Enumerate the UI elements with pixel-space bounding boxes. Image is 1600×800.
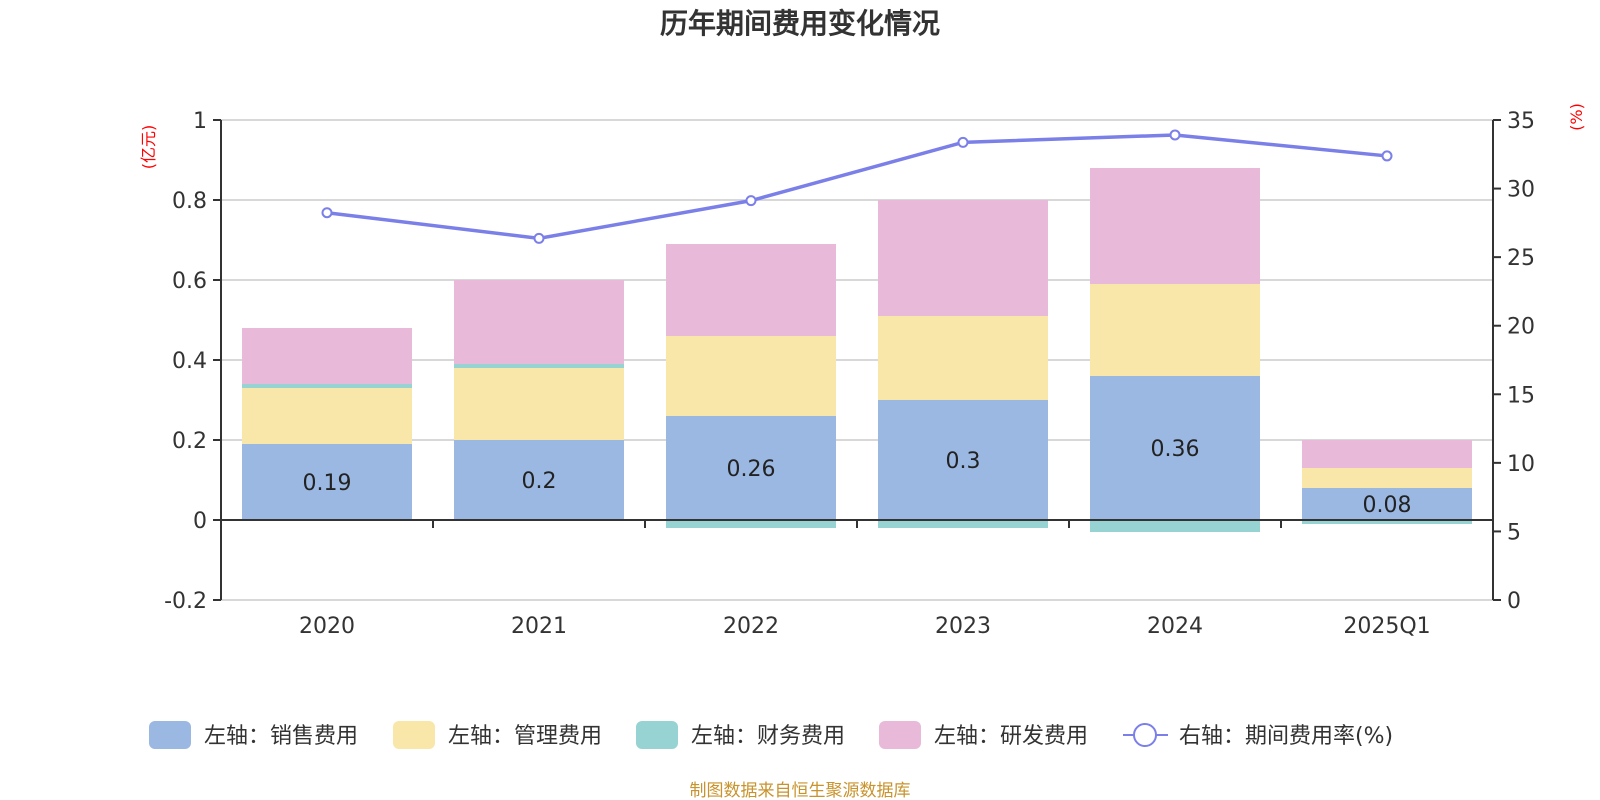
- bar-segment: [1090, 376, 1260, 520]
- left-axis-tick-label: 1: [193, 109, 207, 134]
- rate-point: [533, 232, 545, 244]
- bar-segment: [454, 280, 624, 364]
- bar-segment: [454, 364, 624, 368]
- right-axis-tick-label: 0: [1507, 589, 1521, 614]
- right-axis-tick-label: 10: [1507, 452, 1535, 477]
- bar-segment: [454, 368, 624, 440]
- bar-segment: [242, 384, 412, 388]
- bar-segment: [454, 440, 624, 520]
- bar-segment: [1090, 168, 1260, 284]
- legend-item[interactable]: 左轴：财务费用: [636, 721, 845, 749]
- left-axis-tick-label: 0.4: [172, 349, 207, 374]
- x-axis-tick-label: 2022: [723, 614, 779, 639]
- bar-value-label: 0.2: [522, 469, 557, 494]
- bar-segment: [242, 444, 412, 520]
- x-axis-tick-label: 2020: [299, 614, 355, 639]
- legend-swatch: [636, 721, 678, 749]
- bar-segment: [242, 388, 412, 444]
- bar-segment: [666, 416, 836, 520]
- bar-segment: [878, 316, 1048, 400]
- rate-line: [321, 129, 1393, 244]
- legend-item[interactable]: 左轴：管理费用: [393, 721, 602, 749]
- bar-segment: [878, 400, 1048, 520]
- left-axis-tick-label: 0.6: [172, 269, 207, 294]
- right-axis-tick-label: 20: [1507, 315, 1535, 340]
- bar-segment: [1302, 520, 1472, 524]
- bar-segment: [1302, 468, 1472, 488]
- right-axis-tick-label: 25: [1507, 246, 1535, 271]
- right-axis-tick-label: 15: [1507, 383, 1535, 408]
- rate-line-path: [326, 133, 1388, 241]
- bar-labels: 0.19 0.2 0.26 0.3 0.36 0.08: [303, 437, 1412, 518]
- left-axis-tick-label: 0.2: [172, 429, 207, 454]
- rate-point: [1381, 150, 1393, 162]
- legend-swatch: [879, 721, 921, 749]
- bar-segment: [878, 520, 1048, 528]
- rate-point: [1169, 129, 1181, 141]
- rate-point: [957, 136, 969, 148]
- right-axis-tick-label: 35: [1507, 109, 1535, 134]
- bar-segment: [242, 328, 412, 384]
- bar-segment: [1302, 440, 1472, 468]
- bar-segment: [666, 520, 836, 528]
- rate-point: [745, 195, 757, 207]
- bar-segment: [666, 244, 836, 336]
- x-axis-tick-label: 2024: [1147, 614, 1203, 639]
- bar-value-label: 0.26: [727, 457, 776, 482]
- legend-item[interactable]: 右轴：期间费用率(%): [1123, 723, 1393, 749]
- right-axis-tick-label: 5: [1507, 520, 1521, 545]
- right-axis-unit: (%): [1567, 103, 1586, 131]
- left-axis-tick-label: 0.8: [172, 189, 207, 214]
- legend-swatch: [393, 721, 435, 749]
- legend-item[interactable]: 左轴：研发费用: [879, 721, 1088, 749]
- bar-segment: [666, 336, 836, 416]
- legend-label: 左轴：销售费用: [204, 724, 358, 749]
- bar-value-label: 0.3: [946, 449, 981, 474]
- legend-label: 右轴：期间费用率(%): [1179, 724, 1393, 749]
- left-axis-tick-label: 0: [193, 509, 207, 534]
- bar-value-label: 0.36: [1151, 437, 1200, 462]
- legend-label: 左轴：管理费用: [448, 724, 602, 749]
- legend-circle-icon: [1133, 723, 1157, 747]
- left-axis-unit: (亿元): [139, 125, 158, 170]
- bars: [242, 168, 1472, 532]
- legend-label: 左轴：财务费用: [691, 724, 845, 749]
- bar-segment: [1302, 488, 1472, 520]
- rate-point: [321, 207, 333, 219]
- legend-item[interactable]: 左轴：销售费用: [149, 721, 358, 749]
- x-axis-tick-label: 2025Q1: [1343, 614, 1430, 639]
- right-axis-tick-label: 30: [1507, 178, 1535, 203]
- left-axis-tick-label: -0.2: [164, 589, 207, 614]
- legend-swatch: [149, 721, 191, 749]
- bar-segment: [878, 200, 1048, 316]
- data-source-footer: 制图数据来自恒生聚源数据库: [690, 781, 911, 800]
- x-axis-tick-label: 2023: [935, 614, 991, 639]
- bar-segment: [1090, 284, 1260, 376]
- chart-title: 历年期间费用变化情况: [660, 7, 940, 40]
- gridlines: [221, 119, 1493, 601]
- legend: 左轴：销售费用 左轴：管理费用 左轴：财务费用 左轴：研发费用 右轴：期间费用率(%): [149, 721, 1393, 749]
- x-axis-tick-label: 2021: [511, 614, 567, 639]
- bar-value-label: 0.19: [303, 471, 352, 496]
- bar-segment: [1090, 520, 1260, 532]
- bar-value-label: 0.08: [1363, 493, 1412, 518]
- legend-label: 左轴：研发费用: [934, 724, 1088, 749]
